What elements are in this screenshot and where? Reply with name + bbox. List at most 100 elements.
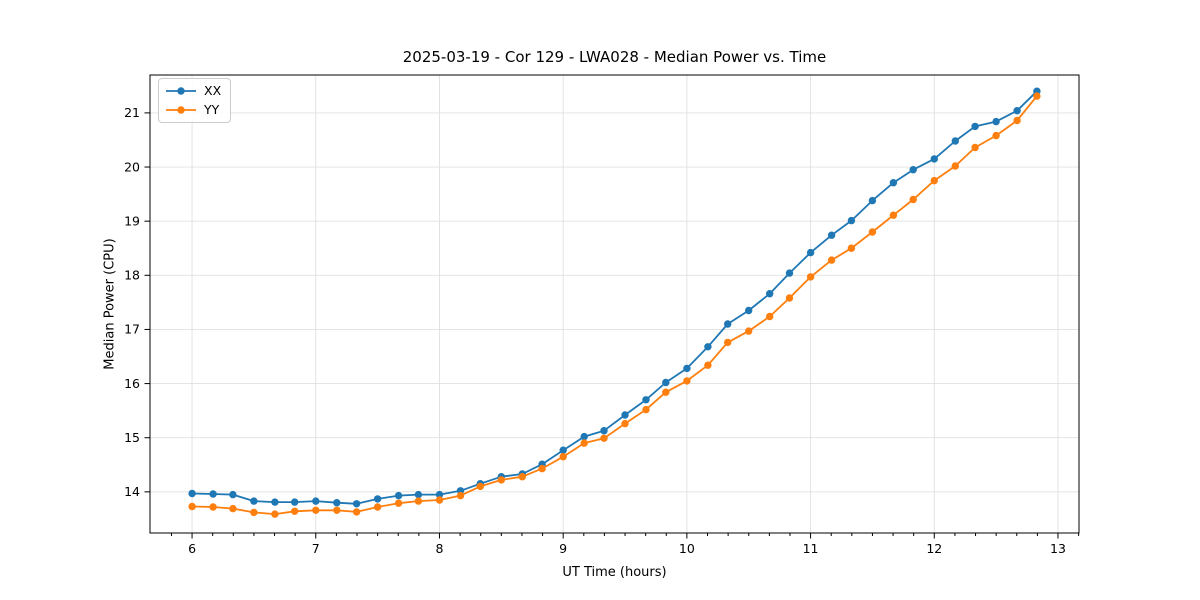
x-tick-label: 13 <box>1050 541 1066 556</box>
data-point-xx <box>868 196 877 205</box>
data-point-yy <box>538 464 546 473</box>
data-point-yy <box>992 131 1000 140</box>
data-point-yy <box>827 256 836 264</box>
data-point-xx <box>559 446 567 454</box>
data-point-yy <box>497 476 505 484</box>
data-point-yy <box>683 377 691 385</box>
data-point-yy <box>394 499 403 507</box>
data-point-xx <box>847 216 856 225</box>
data-point-yy <box>476 482 484 491</box>
data-point-xx <box>827 231 836 239</box>
series-yy <box>188 92 1041 518</box>
data-point-yy <box>621 419 629 428</box>
data-point-xx <box>992 117 1000 126</box>
series-line-yy <box>191 95 1038 515</box>
data-point-yy <box>333 506 341 514</box>
legend-item-xx: XX <box>165 84 221 98</box>
data-point-xx <box>600 427 608 435</box>
data-point-yy <box>209 503 217 511</box>
y-tick-label: 20 <box>124 159 140 174</box>
legend-item-yy: YY <box>165 103 221 117</box>
y-axis-title: Median Power (CPU) <box>102 238 118 370</box>
legend-label: XX <box>204 83 222 98</box>
data-point-yy <box>188 502 196 511</box>
data-point-yy <box>271 510 279 518</box>
data-point-xx <box>352 500 361 508</box>
plot-frame <box>149 74 1080 534</box>
data-point-xx <box>271 498 279 506</box>
gridlines <box>150 75 1079 533</box>
data-point-xx <box>909 166 917 174</box>
data-point-yy <box>951 162 959 170</box>
x-tick-label: 8 <box>435 541 443 556</box>
x-tick-label: 7 <box>312 541 320 556</box>
data-point-yy <box>1013 116 1021 125</box>
data-point-yy <box>1033 92 1041 100</box>
data-point-xx <box>785 269 794 277</box>
data-point-xx <box>951 137 959 145</box>
data-point-xx <box>806 248 815 257</box>
data-point-yy <box>930 176 938 185</box>
data-point-xx <box>704 343 712 351</box>
y-tick-label: 14 <box>124 484 140 499</box>
data-point-xx <box>971 122 979 131</box>
data-point-xx <box>188 489 196 498</box>
data-point-xx <box>1013 107 1021 115</box>
data-point-xx <box>333 499 341 507</box>
x-tick-label: 6 <box>188 541 196 556</box>
data-point-yy <box>291 507 299 515</box>
data-point-xx <box>683 364 691 373</box>
data-point-yy <box>642 405 650 414</box>
data-point-yy <box>435 496 444 504</box>
legend-line-marker-icon <box>166 106 196 114</box>
y-tick-label: 21 <box>124 105 140 120</box>
data-point-xx <box>229 490 237 499</box>
data-point-yy <box>745 327 753 335</box>
data-point-xx <box>435 490 444 499</box>
y-tick-label: 15 <box>124 430 140 445</box>
data-point-yy <box>766 312 774 321</box>
data-point-yy <box>373 503 382 511</box>
x-tick-label: 12 <box>926 541 942 556</box>
x-tick-label: 11 <box>803 541 819 556</box>
data-point-yy <box>889 211 898 219</box>
data-point-xx <box>580 432 588 441</box>
x-tick-label: 9 <box>559 541 567 556</box>
x-axis-title: UT Time (hours) <box>562 565 667 580</box>
data-point-xx <box>889 179 898 187</box>
y-tick-label: 19 <box>124 213 140 228</box>
data-point-yy <box>229 504 237 513</box>
data-point-xx <box>642 396 650 404</box>
data-point-yy <box>868 228 877 236</box>
data-point-yy <box>971 143 979 152</box>
data-point-xx <box>724 320 732 328</box>
y-tick-label: 18 <box>124 268 140 283</box>
series-line-xx <box>191 90 1038 505</box>
data-point-yy <box>352 508 361 516</box>
data-point-xx <box>394 491 403 500</box>
data-point-yy <box>518 473 526 481</box>
data-point-yy <box>847 244 856 252</box>
data-point-xx <box>291 498 299 506</box>
data-point-yy <box>600 434 608 442</box>
data-point-xx <box>930 155 938 163</box>
legend-line-marker-icon <box>166 87 196 95</box>
chart-title: 2025-03-19 - Cor 129 - LWA028 - Median P… <box>402 48 827 66</box>
data-point-yy <box>806 273 815 281</box>
data-point-xx <box>621 411 629 419</box>
data-point-xx <box>745 306 753 315</box>
data-point-xx <box>373 495 382 503</box>
data-point-xx <box>312 497 320 505</box>
tick-labels: 6 7 8 9 10 11 12 13 14 15 16 17 18 19 20 21 <box>124 105 1066 556</box>
x-tick-label: 10 <box>679 541 695 556</box>
data-point-yy <box>580 439 588 447</box>
data-point-yy <box>785 294 794 302</box>
legend-label: YY <box>204 102 220 117</box>
data-point-yy <box>456 491 465 500</box>
data-point-xx <box>414 490 423 499</box>
data-point-yy <box>724 338 732 347</box>
data-point-yy <box>909 195 917 204</box>
data-point-yy <box>662 388 670 396</box>
